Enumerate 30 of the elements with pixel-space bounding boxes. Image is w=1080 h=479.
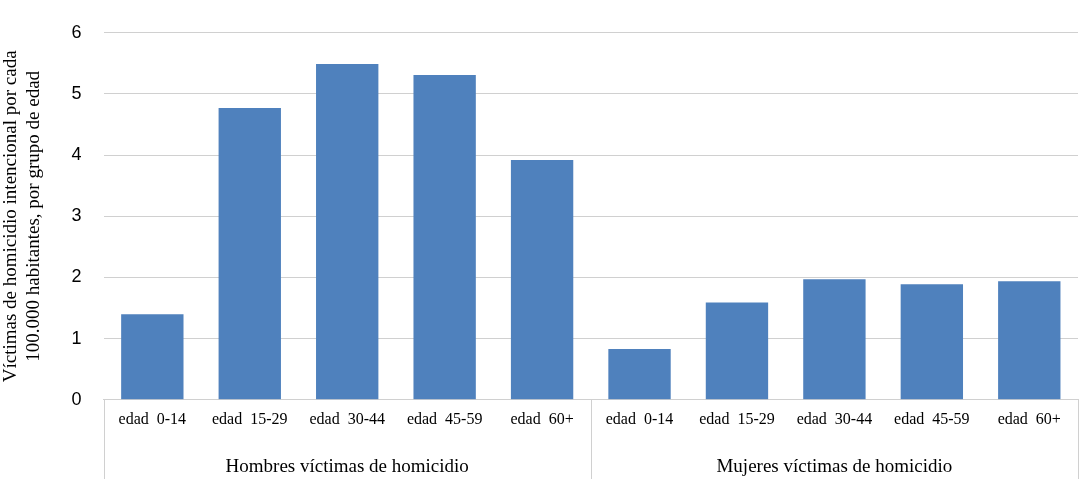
y-tick-label: 5 <box>71 82 82 103</box>
bar <box>705 302 769 400</box>
bar <box>510 160 574 400</box>
y-tick-label: 6 <box>71 21 82 42</box>
y-tick-label: 3 <box>71 205 82 226</box>
y-tick-label: 0 <box>71 388 82 409</box>
bar <box>900 284 964 400</box>
y-tick-label: 4 <box>71 144 82 165</box>
y-axis-title: Víctimas de homicidio intencional por cada 100.000 habitantes, por grupo de edad <box>0 49 44 383</box>
bar <box>413 75 476 400</box>
bar <box>121 314 184 400</box>
x-tick-label: edad 45-59 <box>894 409 970 427</box>
x-tick-label: edad 0-14 <box>118 409 187 427</box>
y-tick-label: 2 <box>71 266 82 287</box>
bar <box>608 349 671 400</box>
x-tick-label: edad 60+ <box>997 409 1061 427</box>
text: Mujeres víctimas de homicidio <box>716 454 953 476</box>
x-tick-label: edad 60+ <box>510 409 574 427</box>
text: Hombres víctimas de homicidio <box>225 454 469 476</box>
x-tick-label: edad 0-14 <box>605 409 674 427</box>
bar <box>998 281 1061 400</box>
x-tick-label: edad 30-44 <box>309 409 385 427</box>
x-tick-label: edad 45-59 <box>406 409 483 427</box>
x-tick-label: edad 15-29 <box>212 409 288 427</box>
bar <box>316 64 379 400</box>
bar <box>803 279 866 400</box>
bar <box>218 108 281 400</box>
y-tick-label: 1 <box>71 327 82 348</box>
x-tick-label: edad 30-44 <box>796 409 873 427</box>
x-tick-label: edad 15-29 <box>699 409 775 427</box>
